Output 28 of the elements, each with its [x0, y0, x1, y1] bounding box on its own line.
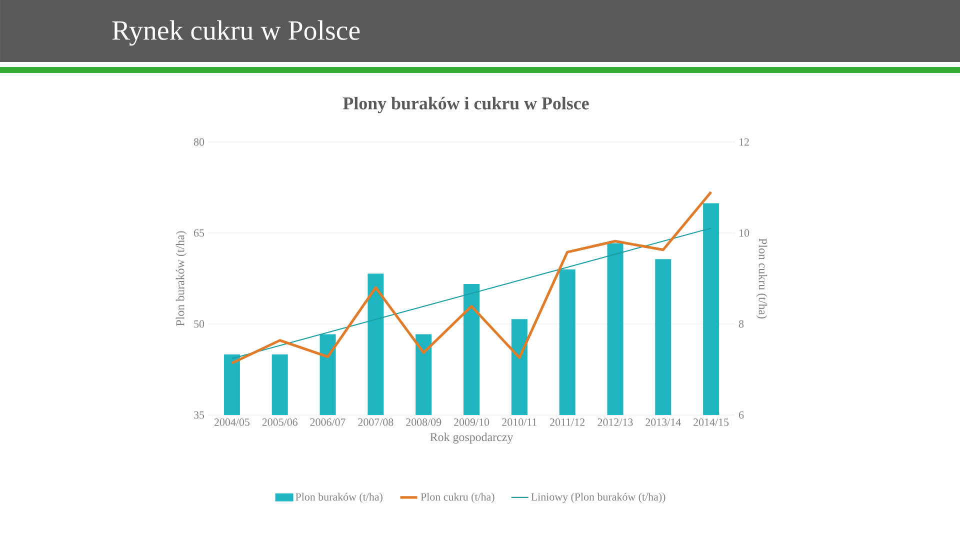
chart-title: Rynek cukru w Polsce — [112, 20, 360, 46]
chart-subtitle: Plony buraków i cukru w Polsce — [343, 96, 589, 114]
y-axis-title: Plon buraków (t/ha) — [176, 231, 187, 326]
x-tick-label: 2014/15 — [694, 418, 729, 426]
y-tick-label: 80 — [194, 138, 204, 146]
x-tick-label: 2005/06 — [262, 418, 298, 426]
x-tick-label: 2010/11 — [502, 418, 537, 426]
y-tick-label: 65 — [194, 229, 204, 237]
legend-label: Plon buraków (t/ha) — [296, 492, 382, 503]
y-tick-label: 50 — [194, 320, 204, 328]
x-tick-label: 2004/05 — [214, 418, 250, 426]
x-axis-title: Rok gospodarczy — [430, 432, 514, 444]
x-tick-label: 2013/14 — [646, 418, 681, 426]
y2-tick-label: 12 — [740, 138, 749, 146]
legend-label: Liniowy (Plon buraków (t/ha)) — [531, 492, 666, 503]
y2-tick-label: 6 — [739, 411, 744, 419]
y-tick-label: 35 — [194, 411, 204, 419]
legend-label: Plon cukru (t/ha) — [420, 492, 494, 503]
x-tick-label: 2006/07 — [310, 418, 346, 426]
line-series — [230, 190, 712, 364]
y2-tick-label: 8 — [738, 320, 744, 328]
y2-axis-title: Plon cukru (t/ha) — [756, 238, 768, 318]
x-tick-label: 2009/10 — [454, 418, 490, 426]
x-tick-label: 2012/13 — [598, 418, 633, 426]
x-tick-label: 2007/08 — [358, 418, 394, 426]
y2-tick-label: 10 — [740, 229, 750, 237]
x-tick-label: 2011/12 — [550, 418, 584, 426]
x-tick-label: 2008/09 — [406, 418, 442, 426]
